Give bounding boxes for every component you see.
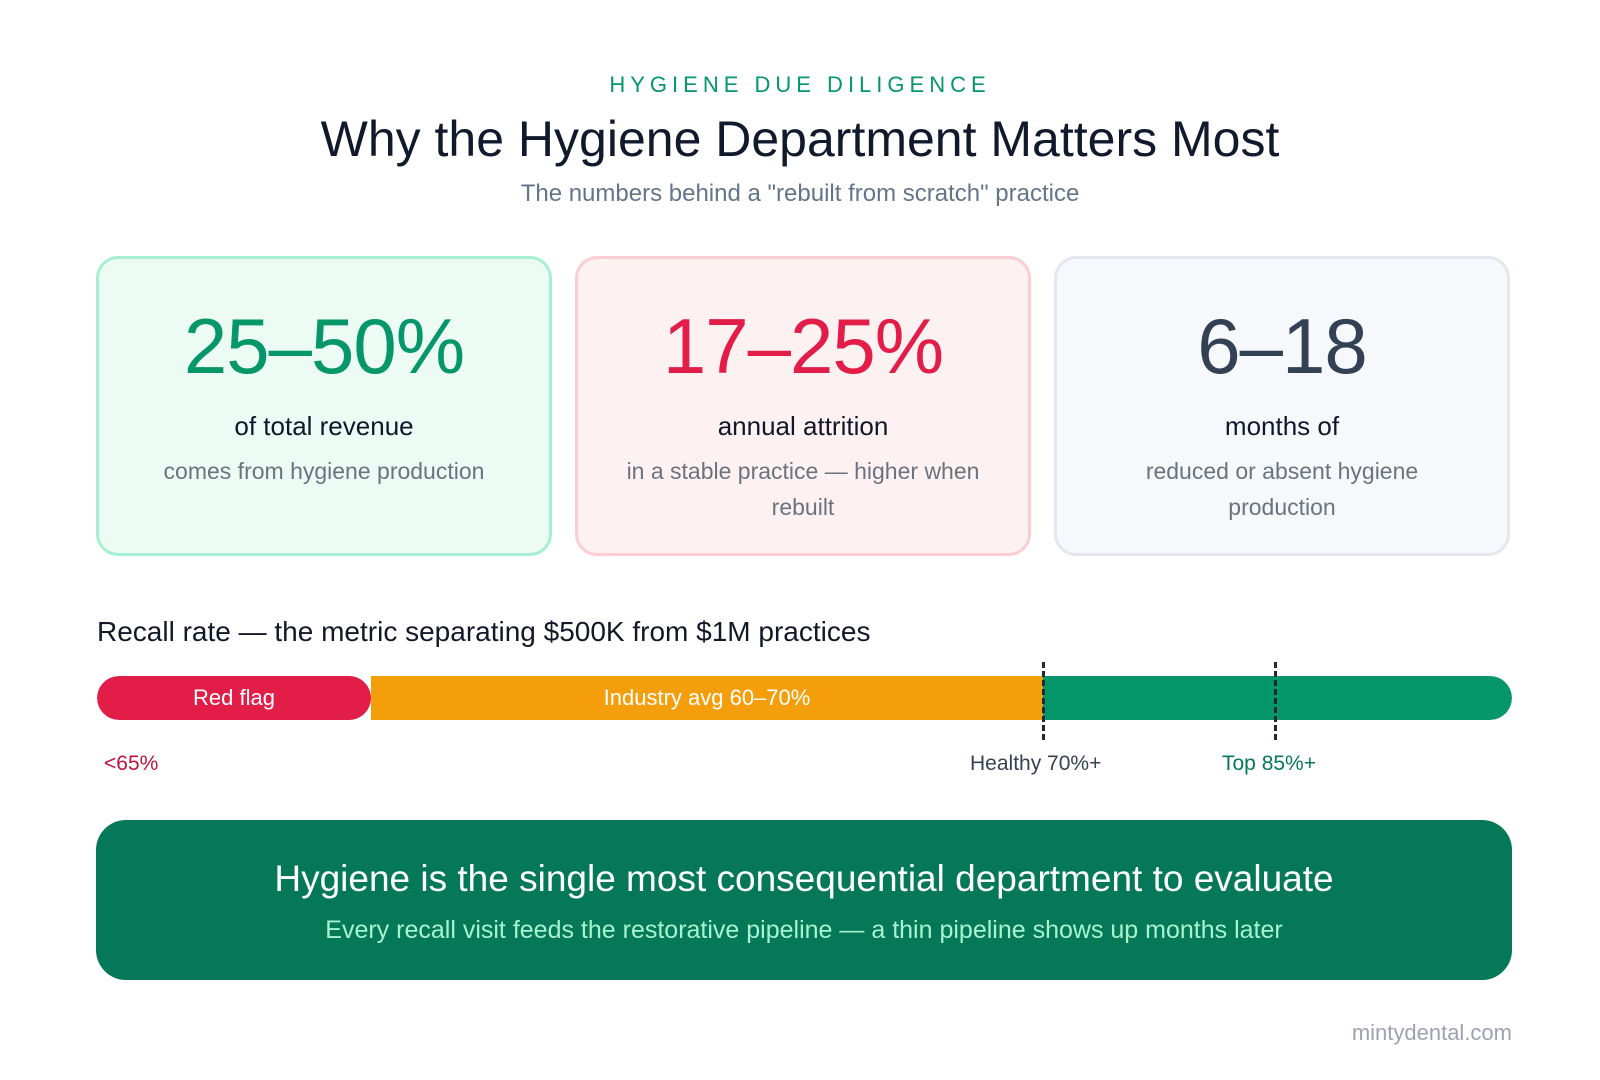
industry-average-segment: Industry avg 60–70% [371,676,1043,720]
top-threshold-marker [1274,662,1277,740]
attrition-stat-label: annual attrition [717,411,889,441]
production-gap-stat-value: 6–18 [1197,302,1368,390]
revenue-stat-label: of total revenue [234,411,414,441]
attrition-stat-value: 17–25% [662,302,944,390]
conclusion-title: Hygiene is the single most consequential… [274,858,1334,899]
eyebrow-label: HYGIENE DUE DILIGENCE [609,72,991,97]
brand-footer: mintydental.com [1351,1020,1512,1045]
recall-rate-bar: Industry avg 60–70% Red flag [97,676,1512,720]
page-title: Why the Hygiene Department Matters Most [320,111,1280,167]
recall-rate-title: Recall rate — the metric separating $500… [97,616,871,647]
attrition-stat-card: 17–25% annual attrition in a stable prac… [575,256,1031,556]
page-subtitle: The numbers behind a "rebuilt from scrat… [520,180,1080,207]
conclusion-subtitle: Every recall visit feeds the restorative… [325,916,1283,944]
attrition-stat-description: in a stable practice — higher when rebui… [626,458,980,520]
revenue-stat-card: 25–50% of total revenue comes from hygie… [96,256,552,556]
red-flag-segment: Red flag [97,676,371,720]
revenue-stat-value: 25–50% [183,302,465,390]
conclusion-banner: Hygiene is the single most consequential… [96,820,1512,980]
production-gap-stat-label: months of [1224,411,1340,441]
healthy-threshold-label: Healthy 70%+ [970,752,1102,775]
healthy-threshold-marker [1042,662,1045,740]
production-gap-stat-card: 6–18 months of reduced or absent hygiene… [1054,256,1510,556]
red-flag-threshold-label: <65% [104,752,159,775]
top-threshold-label: Top 85%+ [1222,752,1316,775]
production-gap-stat-description: reduced or absent hygiene production [1145,458,1419,520]
revenue-stat-description: comes from hygiene production [163,458,485,484]
healthy-segment [1043,676,1512,720]
